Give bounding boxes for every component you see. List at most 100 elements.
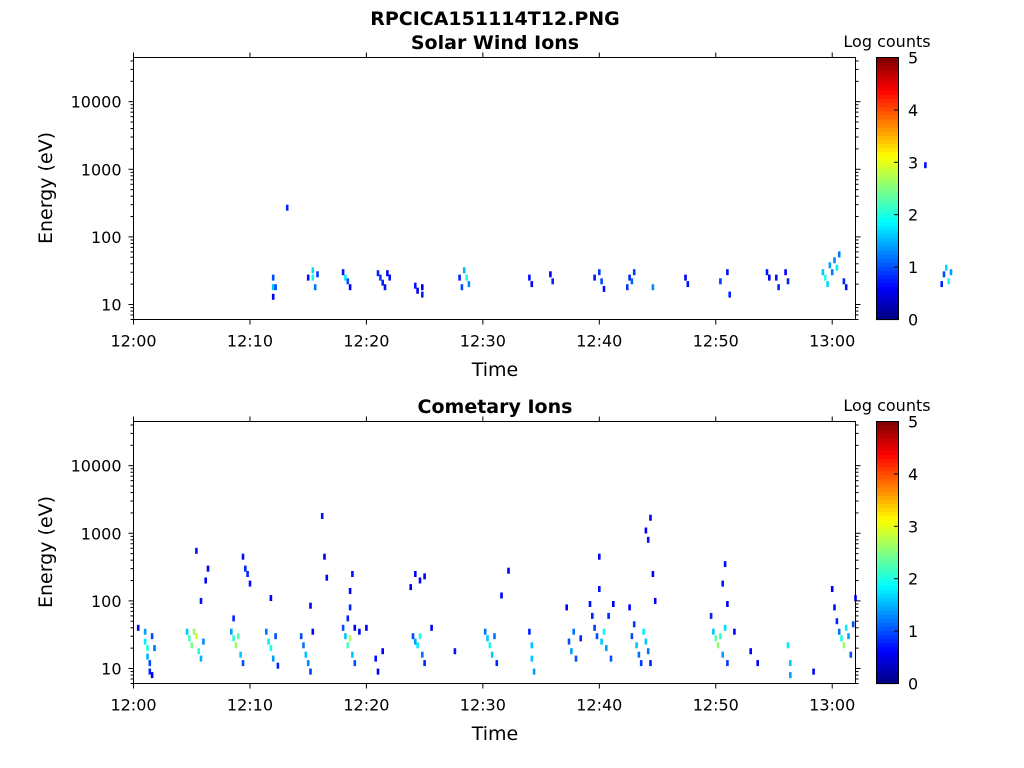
heatmap-cell <box>833 604 836 611</box>
colorbar-tick-label: 2 <box>908 206 918 225</box>
heatmap-cell <box>348 635 352 642</box>
colorbar-tick-label: 2 <box>908 570 918 589</box>
y-tick-label: 1000 <box>81 524 122 543</box>
colorbar-swatch <box>876 299 898 304</box>
heatmap-cell <box>726 660 729 667</box>
heatmap-cell <box>639 660 643 667</box>
heatmap-cell <box>728 291 731 298</box>
heatmap-cell <box>507 567 510 574</box>
heatmap-cell <box>239 651 242 658</box>
colorbar-swatch <box>876 515 898 521</box>
heatmap-cell <box>136 624 140 631</box>
colorbar-swatch <box>876 671 898 676</box>
colorbar-swatch <box>876 532 898 537</box>
y-tick-label: 10000 <box>71 93 122 112</box>
colorbar-swatch <box>876 188 898 194</box>
heatmap-cell <box>940 281 943 288</box>
colorbar-label: Log counts <box>843 32 930 51</box>
heatmap-cell <box>271 655 275 662</box>
colorbar-swatch <box>876 667 898 672</box>
heatmap-cell <box>551 278 554 285</box>
colorbar-swatch <box>876 61 898 67</box>
plot-frame <box>133 57 856 320</box>
heatmap-cell <box>651 284 655 291</box>
x-tick-label: 12:20 <box>343 332 389 351</box>
colorbar-swatch <box>876 200 898 206</box>
panel-title: Cometary Ions <box>418 396 573 418</box>
colorbar-swatch <box>876 245 898 251</box>
heatmap-cell <box>842 278 846 285</box>
colorbar-swatch <box>876 282 898 288</box>
heatmap-cell <box>202 638 205 645</box>
colorbar-tick-label: 1 <box>908 622 918 641</box>
heatmap-cell <box>416 287 419 294</box>
heatmap-cell <box>351 571 354 577</box>
colorbar-swatch <box>876 663 898 668</box>
heatmap-cell <box>386 270 389 277</box>
colorbar-frame <box>876 421 899 684</box>
heatmap-cell <box>644 638 648 645</box>
colorbar-swatch <box>876 143 898 149</box>
y-axis: 10 100 1000 10000 <box>71 60 861 320</box>
colorbar-swatch <box>876 237 898 243</box>
heatmap-cell <box>237 633 240 640</box>
heatmap-cells <box>136 513 857 679</box>
heatmap-cell <box>942 271 946 278</box>
heatmap-cell <box>949 269 953 276</box>
heatmap-cell <box>150 672 154 679</box>
colorbar-tick-label: 4 <box>908 101 918 120</box>
heatmap-cell <box>453 648 457 655</box>
heatmap-cell <box>192 628 196 635</box>
heatmap-cell <box>851 621 855 628</box>
heatmap-cell <box>241 660 245 667</box>
colorbar-swatch <box>876 450 898 455</box>
heatmap-cell <box>626 284 629 291</box>
heatmap-cell <box>309 668 312 675</box>
heatmap-cell <box>733 628 736 635</box>
heatmap-cell <box>835 264 839 271</box>
heatmap-cell <box>206 565 210 572</box>
colorbar-tick-label: 3 <box>908 517 918 536</box>
y-axis-label: Energy (eV) <box>35 132 57 244</box>
colorbar-swatch <box>876 311 898 316</box>
heatmap-cell <box>344 274 347 281</box>
heatmap-cell <box>416 642 419 649</box>
heatmap-cell <box>637 651 641 658</box>
plot-frame <box>133 421 856 684</box>
heatmap-cell <box>488 642 492 649</box>
colorbar-swatch <box>876 266 898 271</box>
heatmap-cell <box>467 281 471 288</box>
heatmap-cell <box>530 281 534 288</box>
heatmap-cell <box>458 274 461 281</box>
heatmap-cell <box>346 615 350 622</box>
colorbar-swatch <box>876 470 898 476</box>
colorbar-swatch <box>876 102 898 108</box>
heatmap-cell <box>414 571 417 577</box>
colorbar-swatch <box>876 213 898 218</box>
colorbar-swatch <box>876 208 898 214</box>
colorbar-swatch <box>876 254 898 259</box>
heatmap-cell <box>271 293 275 300</box>
heatmap-cell <box>768 274 771 281</box>
heatmap-cell <box>649 514 652 521</box>
x-tick-label: 12:50 <box>693 696 739 715</box>
heatmap-cell <box>285 204 289 211</box>
y-axis: 10 100 1000 10000 <box>71 424 861 684</box>
heatmap-cell <box>232 635 235 642</box>
colorbar-swatch <box>876 609 898 615</box>
heatmap-cell <box>628 604 631 611</box>
colorbar-swatch <box>876 605 898 611</box>
colorbar-tick-label: 5 <box>908 413 918 432</box>
colorbar-swatch <box>876 221 898 226</box>
colorbar-swatch <box>876 597 898 603</box>
heatmap-cell <box>269 595 273 602</box>
heatmap-cell <box>418 577 422 584</box>
colorbar-swatch <box>876 564 898 570</box>
heatmap-cell <box>197 648 200 655</box>
heatmap-cell <box>812 668 815 675</box>
x-tick-label: 12:10 <box>227 332 273 351</box>
heatmap-cell <box>821 269 825 276</box>
colorbar-swatch <box>876 290 898 296</box>
colorbar-tick-label: 3 <box>908 153 918 172</box>
heatmap-cell <box>830 586 834 592</box>
